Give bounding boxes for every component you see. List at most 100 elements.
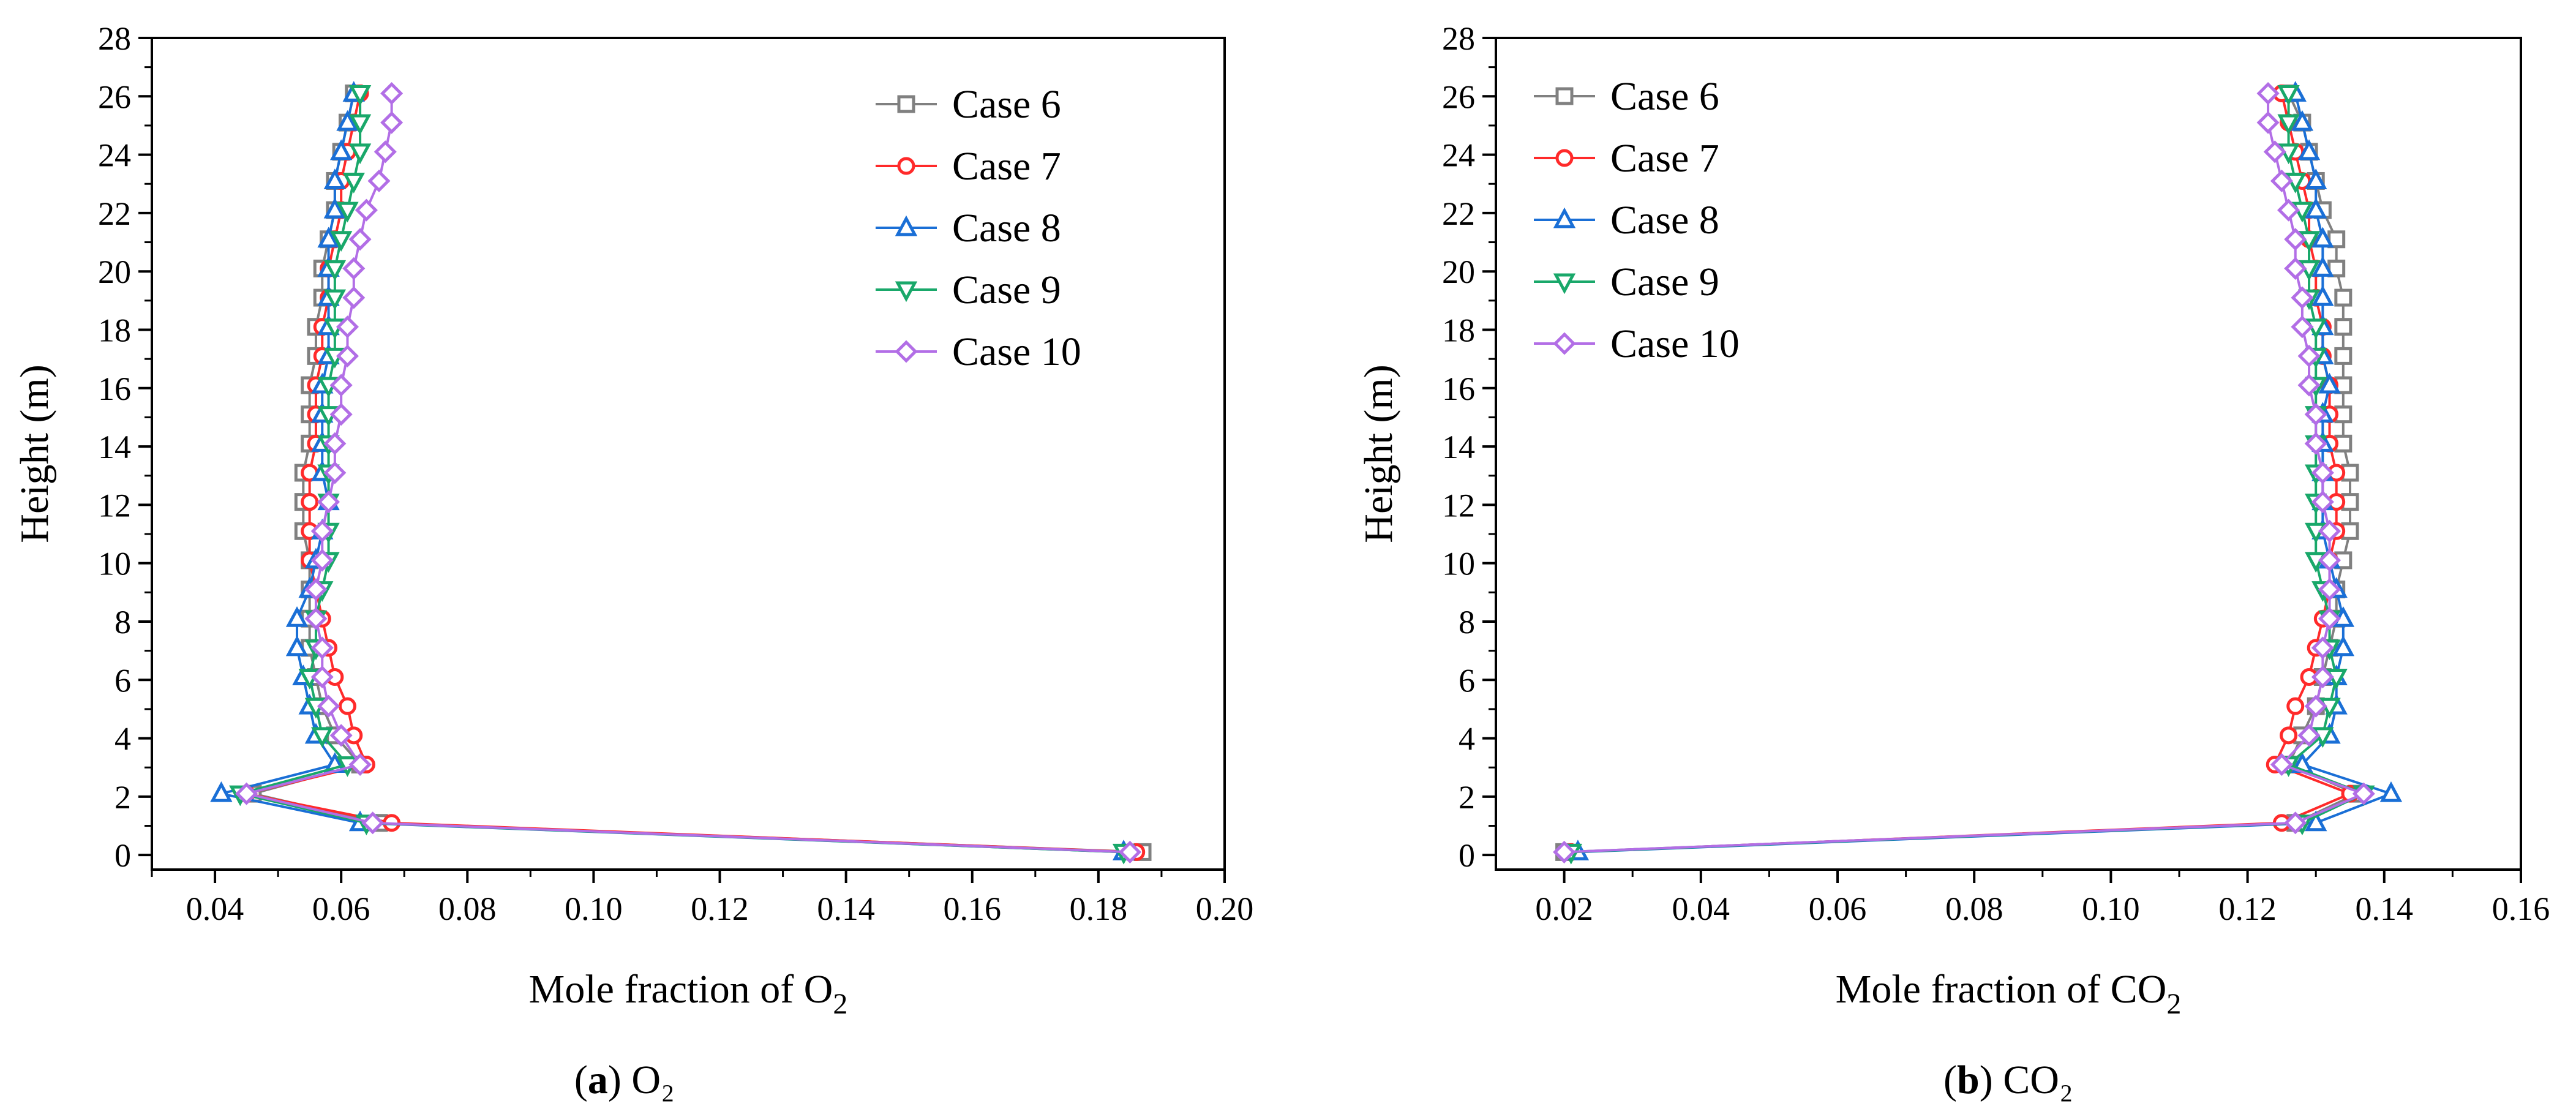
data-point [2318, 607, 2341, 630]
data-point [2297, 374, 2321, 397]
data-point [2256, 111, 2280, 134]
y-tick-label: 20 [1442, 254, 1475, 290]
data-point [323, 168, 347, 189]
y-tick-label: 8 [115, 604, 131, 641]
data-point [310, 636, 334, 660]
legend-label: Case 7 [1610, 136, 1719, 181]
x-tick-label: 0.10 [565, 890, 623, 927]
x-tick-label: 0.14 [2356, 890, 2414, 927]
data-point [323, 461, 347, 484]
data-point [2277, 85, 2300, 106]
data-point [2256, 81, 2280, 105]
y-tick-label: 2 [115, 779, 131, 816]
y-tick-label: 18 [98, 312, 131, 348]
data-point [380, 111, 404, 134]
data-point [2318, 372, 2341, 394]
data-point [2277, 114, 2300, 135]
data-point [374, 140, 397, 164]
data-point [336, 110, 359, 131]
legend-marker [1555, 87, 1574, 105]
caption-paren-close: ) [1980, 1058, 2003, 1102]
data-point [323, 197, 347, 219]
caption-text: CO₂ [2003, 1058, 2073, 1102]
data-point [348, 114, 372, 135]
data-point [348, 143, 372, 165]
x-tick-label: 0.06 [1809, 890, 1867, 927]
y-tick-label: 28 [1442, 20, 1475, 57]
legend-marker [895, 281, 918, 303]
data-point [2352, 782, 2375, 805]
data-point [329, 374, 353, 397]
x-tick-label: 0.06 [312, 890, 370, 927]
data-point [323, 432, 347, 455]
data-point [348, 753, 372, 776]
y-tick-label: 14 [1442, 429, 1475, 465]
y-tick-label: 28 [98, 20, 131, 57]
data-point [2334, 434, 2353, 453]
data-point [348, 85, 372, 106]
data-point [336, 201, 359, 223]
chart-O2: 0.04 0.06 0.08 0.10 0.12 0.14 0.16 0.18 0.200246… [12, 20, 1253, 1102]
data-point [2304, 432, 2327, 455]
figure-caption: (b) CO₂ [1943, 1058, 2073, 1102]
data-point [2318, 519, 2341, 543]
legend-marker [1553, 273, 1576, 295]
data-point [336, 344, 359, 367]
x-axis-title-main: Mole fraction of CO [1836, 967, 2167, 1012]
caption-letter: a [588, 1058, 608, 1102]
data-point [361, 811, 385, 835]
series-case-10 [1553, 81, 2375, 863]
y-tick-label: 26 [1442, 78, 1475, 115]
y-tick-label: 16 [98, 370, 131, 407]
x-tick-label: 0.16 [2492, 890, 2550, 927]
caption-paren-close: ) [608, 1058, 631, 1102]
y-tick-label: 0 [115, 837, 131, 874]
data-point [2297, 724, 2321, 747]
y-axis-title: Height (m) [1356, 364, 1401, 543]
legend-marker [1555, 149, 1574, 167]
data-point [2280, 726, 2298, 745]
legend-label: Case 7 [952, 144, 1061, 189]
x-tick-label: 0.04 [1672, 890, 1730, 927]
data-point [2311, 256, 2334, 277]
data-point [285, 635, 309, 656]
y-tick-label: 12 [98, 487, 131, 524]
x-axis-title-main: Mole fraction of O [529, 967, 833, 1012]
legend-label: Case 9 [1610, 260, 1719, 304]
legend-label: Case 6 [1610, 74, 1719, 119]
data-point [310, 549, 334, 572]
data-point [304, 578, 328, 601]
series-case-7 [238, 85, 1146, 861]
data-point [2334, 318, 2353, 336]
y-tick-label: 24 [1442, 137, 1475, 174]
data-point [2318, 578, 2341, 601]
data-point [317, 227, 340, 248]
legend-label: Case 6 [952, 82, 1061, 127]
data-point [2270, 169, 2293, 193]
x-tick-label: 0.04 [186, 890, 244, 927]
x-tick-label: 0.08 [438, 890, 497, 927]
data-point [2297, 139, 2321, 160]
legend-marker [895, 215, 918, 236]
data-point [2311, 285, 2334, 306]
series-case-6 [244, 85, 1152, 861]
x-tick-label: 0.16 [944, 890, 1002, 927]
data-point [304, 607, 328, 630]
data-point [342, 172, 365, 194]
data-point [285, 606, 309, 627]
data-point [2305, 810, 2327, 832]
x-tick-label: 0.20 [1196, 890, 1254, 927]
x-tick-label: 0.02 [1535, 890, 1593, 927]
data-point [329, 231, 353, 252]
y-tick-label: 22 [98, 195, 131, 232]
data-point [329, 724, 353, 747]
legend-marker [895, 340, 918, 363]
data-point [380, 81, 404, 105]
x-axis-title-subscript: 2 [833, 988, 847, 1020]
x-axis-title: Mole fraction of CO2 [1836, 967, 2182, 1020]
y-tick-label: 18 [1442, 312, 1475, 348]
x-axis-title: Mole fraction of O2 [529, 967, 848, 1020]
data-point [2311, 491, 2334, 514]
y-tick-label: 10 [1442, 546, 1475, 582]
y-tick-label: 24 [98, 137, 131, 174]
